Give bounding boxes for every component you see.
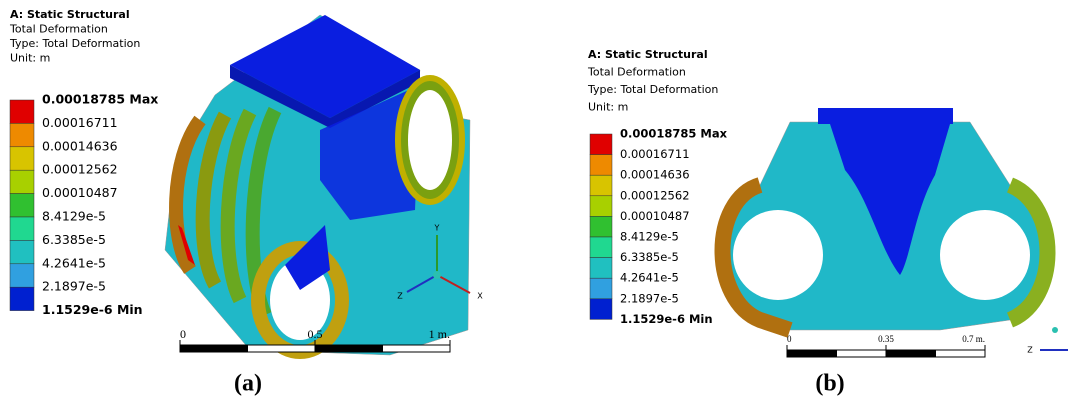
scale-bar-label: 0.7 m. xyxy=(962,334,985,344)
legend-label: 6.3385e-5 xyxy=(42,232,106,247)
legend-label: 0.00018785 Max xyxy=(620,127,728,141)
scale-bar-segment xyxy=(886,350,936,357)
model-a xyxy=(165,15,470,355)
scale-bar-label: 0.35 xyxy=(878,334,894,344)
header-line: Type: Total Deformation xyxy=(587,83,718,96)
legend-label: 0.00010487 xyxy=(620,209,690,223)
axis-label: Y xyxy=(434,224,440,233)
legend-label: 0.00010487 xyxy=(42,185,118,200)
scale-bar-label: 1 m. xyxy=(429,327,450,341)
header-line: Type: Total Deformation xyxy=(9,37,140,50)
header-line: Total Deformation xyxy=(9,23,108,36)
scale-bar-segment xyxy=(180,345,248,352)
legend-label: 0.00018785 Max xyxy=(42,92,158,107)
legend-band xyxy=(10,170,34,193)
legend-label: 0.00014636 xyxy=(620,168,690,182)
legend-label: 8.4129e-5 xyxy=(620,230,679,244)
figure: A: Static StructuralTotal DeformationTyp… xyxy=(0,0,1070,407)
legend-label: 2.1897e-5 xyxy=(620,291,679,305)
scale-bar-label: 0 xyxy=(787,334,792,344)
legend-label: 2.1897e-5 xyxy=(42,279,106,294)
legend-label: 0.00012562 xyxy=(42,162,118,177)
scale-bar-segment xyxy=(936,350,986,357)
legend-label: 4.2641e-5 xyxy=(620,271,679,285)
legend-band xyxy=(10,194,34,217)
axis-label: Z xyxy=(1027,346,1033,355)
legend-band xyxy=(10,217,34,240)
legend-label: 4.2641e-5 xyxy=(42,255,106,270)
legend-band xyxy=(10,147,34,170)
axis-triad-b xyxy=(1040,327,1068,350)
legend-band xyxy=(10,240,34,263)
header-title: A: Static Structural xyxy=(588,48,708,61)
legend-band xyxy=(590,155,612,176)
caption: (a) xyxy=(234,371,262,397)
legend-band xyxy=(590,216,612,237)
legend-band xyxy=(590,196,612,217)
scale-bar-segment xyxy=(383,345,451,352)
axis-label: Z xyxy=(397,292,403,301)
scale-bar-segment xyxy=(837,350,887,357)
legend-band xyxy=(590,278,612,299)
legend-band xyxy=(590,237,612,258)
scale-bar-segment xyxy=(315,345,383,352)
axis-label: X xyxy=(477,292,483,301)
scale-bar-segment xyxy=(787,350,837,357)
header-title: A: Static Structural xyxy=(10,8,130,21)
legend-label: 1.1529e-6 Min xyxy=(42,302,143,317)
legend-band xyxy=(590,175,612,196)
scale-bar-segment xyxy=(248,345,316,352)
legend-band xyxy=(590,134,612,155)
scale-bar-label: 0.5 xyxy=(308,327,323,341)
legend-label: 1.1529e-6 Min xyxy=(620,312,713,326)
model-b xyxy=(723,108,1048,330)
legend-band xyxy=(590,258,612,279)
header-line: Unit: m xyxy=(10,52,50,65)
caption: (b) xyxy=(815,371,844,397)
legend-band xyxy=(10,100,34,123)
legend-label: 0.00012562 xyxy=(620,188,690,202)
legend-label: 0.00014636 xyxy=(42,138,118,153)
header-line: Unit: m xyxy=(588,101,628,114)
legend-label: 0.00016711 xyxy=(42,115,118,130)
legend-label: 6.3385e-5 xyxy=(620,250,679,264)
legend-band xyxy=(10,264,34,287)
legend-band xyxy=(10,287,34,310)
scale-bar-label: 0 xyxy=(180,327,186,341)
header-line: Total Deformation xyxy=(587,66,686,79)
legend-band xyxy=(590,299,612,320)
legend-label: 0.00016711 xyxy=(620,147,690,161)
legend-band xyxy=(10,123,34,146)
legend-label: 8.4129e-5 xyxy=(42,209,106,224)
